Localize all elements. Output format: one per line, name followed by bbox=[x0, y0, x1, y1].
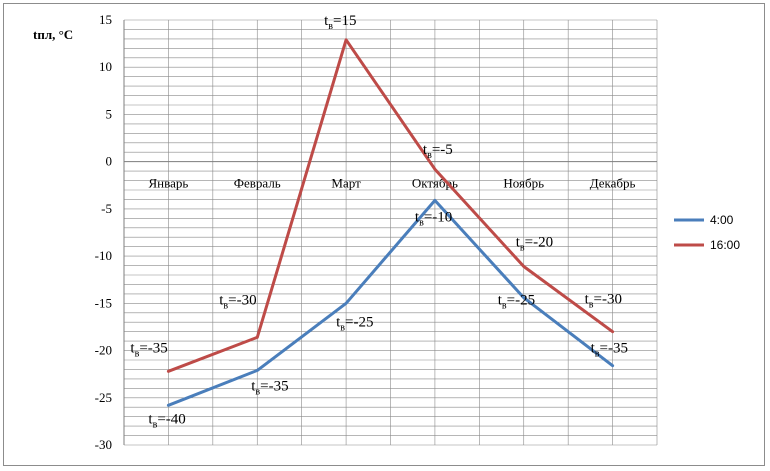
annotation-label: tв=-40 bbox=[148, 411, 185, 430]
legend-label: 16:00 bbox=[710, 238, 740, 252]
y-tick-label: -15 bbox=[95, 295, 112, 310]
y-tick-label: -25 bbox=[95, 390, 112, 405]
annotation-label: tв=-10 bbox=[415, 209, 452, 228]
series-lines bbox=[166, 38, 615, 407]
y-tick-label: 0 bbox=[106, 154, 113, 169]
annotation-label: tв=-30 bbox=[219, 292, 256, 311]
y-tick-labels: -30 -25 -20 -15 -10 -5 0 5 10 15 bbox=[95, 12, 112, 452]
category-label: Март bbox=[331, 176, 361, 191]
annotation-label: tв=-5 bbox=[423, 142, 453, 161]
annotation-label: tв=-25 bbox=[336, 314, 373, 333]
category-label: Февраль bbox=[234, 176, 281, 191]
y-tick-label: -20 bbox=[95, 343, 112, 358]
annotation-label: tв=-20 bbox=[516, 235, 553, 254]
y-tick-label: 10 bbox=[99, 59, 112, 74]
y-tick-label: -5 bbox=[101, 201, 112, 216]
category-label: Ноябрь bbox=[503, 176, 544, 191]
annotation-label: tв=-35 bbox=[251, 378, 288, 397]
category-label: Декабрь bbox=[590, 176, 636, 191]
annotation-label: tв=-35 bbox=[130, 340, 167, 359]
y-tick-label: -10 bbox=[95, 248, 112, 263]
legend: 4:00 16:00 bbox=[674, 213, 740, 252]
axes bbox=[123, 20, 657, 445]
grid-lines bbox=[123, 19, 658, 446]
annotation-label: tв=-35 bbox=[591, 341, 628, 360]
data-annotations: tв=-40 tв=-35 tв=-25 tв=-10 tв=-25 tв=-35 tв=-… bbox=[130, 13, 628, 431]
category-labels: Январь Февраль Март Октябрь Ноябрь Декабрь bbox=[149, 176, 636, 191]
annotation-label: tв=15 bbox=[324, 13, 356, 32]
y-axis-label: tпл, °C bbox=[33, 27, 73, 42]
legend-label: 4:00 bbox=[710, 213, 734, 227]
series-line-400 bbox=[166, 198, 615, 407]
annotation-label: tв=-25 bbox=[498, 293, 535, 312]
y-tick-label: 15 bbox=[99, 12, 112, 27]
annotation-label: tв=-30 bbox=[585, 292, 622, 311]
chart-frame bbox=[3, 3, 765, 466]
series-line-1600 bbox=[166, 38, 615, 373]
category-label: Октябрь bbox=[412, 176, 458, 191]
y-tick-label: 5 bbox=[106, 106, 113, 121]
category-label: Январь bbox=[149, 176, 189, 191]
y-tick-label: -30 bbox=[95, 437, 112, 452]
